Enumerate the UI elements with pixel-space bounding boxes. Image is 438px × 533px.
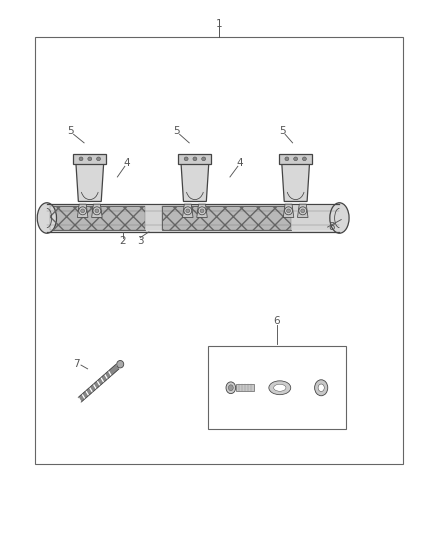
Polygon shape — [282, 161, 310, 201]
Text: 3: 3 — [137, 236, 144, 246]
Polygon shape — [183, 204, 193, 217]
Polygon shape — [78, 204, 88, 217]
Text: 4: 4 — [237, 158, 244, 167]
Ellipse shape — [184, 157, 188, 161]
Bar — [179, 154, 211, 164]
Ellipse shape — [79, 157, 83, 161]
Text: 5: 5 — [279, 126, 286, 135]
Text: 7: 7 — [73, 359, 80, 368]
Ellipse shape — [285, 157, 289, 161]
Ellipse shape — [229, 385, 233, 391]
Text: 1: 1 — [215, 19, 223, 29]
Ellipse shape — [79, 207, 87, 215]
Text: 6: 6 — [274, 316, 280, 326]
Text: 2: 2 — [119, 236, 126, 246]
Polygon shape — [283, 204, 294, 217]
Bar — [35, 37, 403, 464]
Ellipse shape — [318, 384, 324, 391]
Bar — [208, 346, 346, 429]
Bar — [236, 384, 254, 391]
Bar — [145, 206, 162, 230]
Bar — [291, 206, 339, 230]
Ellipse shape — [93, 207, 101, 215]
Bar — [47, 204, 343, 232]
Ellipse shape — [302, 157, 307, 161]
Polygon shape — [76, 161, 104, 201]
Bar — [162, 206, 291, 230]
Bar — [73, 154, 106, 164]
Ellipse shape — [226, 382, 236, 393]
Ellipse shape — [274, 384, 286, 391]
Ellipse shape — [88, 157, 92, 161]
Text: 4: 4 — [124, 158, 131, 167]
Ellipse shape — [301, 209, 305, 213]
Ellipse shape — [95, 209, 99, 213]
Ellipse shape — [81, 209, 85, 213]
Ellipse shape — [269, 381, 291, 394]
Polygon shape — [297, 204, 308, 217]
Ellipse shape — [198, 207, 206, 215]
Bar — [50, 206, 145, 230]
Bar — [162, 206, 291, 230]
Ellipse shape — [96, 157, 100, 161]
Ellipse shape — [285, 207, 293, 215]
Polygon shape — [197, 204, 207, 217]
Polygon shape — [181, 161, 209, 201]
Ellipse shape — [299, 207, 307, 215]
Text: 5: 5 — [67, 126, 74, 135]
Ellipse shape — [201, 157, 206, 161]
Ellipse shape — [200, 209, 204, 213]
Ellipse shape — [184, 207, 192, 215]
Text: 5: 5 — [173, 126, 180, 135]
Ellipse shape — [117, 360, 124, 368]
Bar — [279, 154, 312, 164]
Ellipse shape — [37, 203, 57, 233]
Polygon shape — [92, 204, 102, 217]
Ellipse shape — [293, 157, 298, 161]
Ellipse shape — [186, 209, 190, 213]
Bar — [47, 206, 50, 230]
Ellipse shape — [314, 379, 328, 395]
Bar — [50, 206, 145, 230]
Ellipse shape — [286, 209, 290, 213]
Text: 8: 8 — [328, 222, 336, 231]
Ellipse shape — [330, 203, 349, 233]
Ellipse shape — [193, 157, 197, 161]
